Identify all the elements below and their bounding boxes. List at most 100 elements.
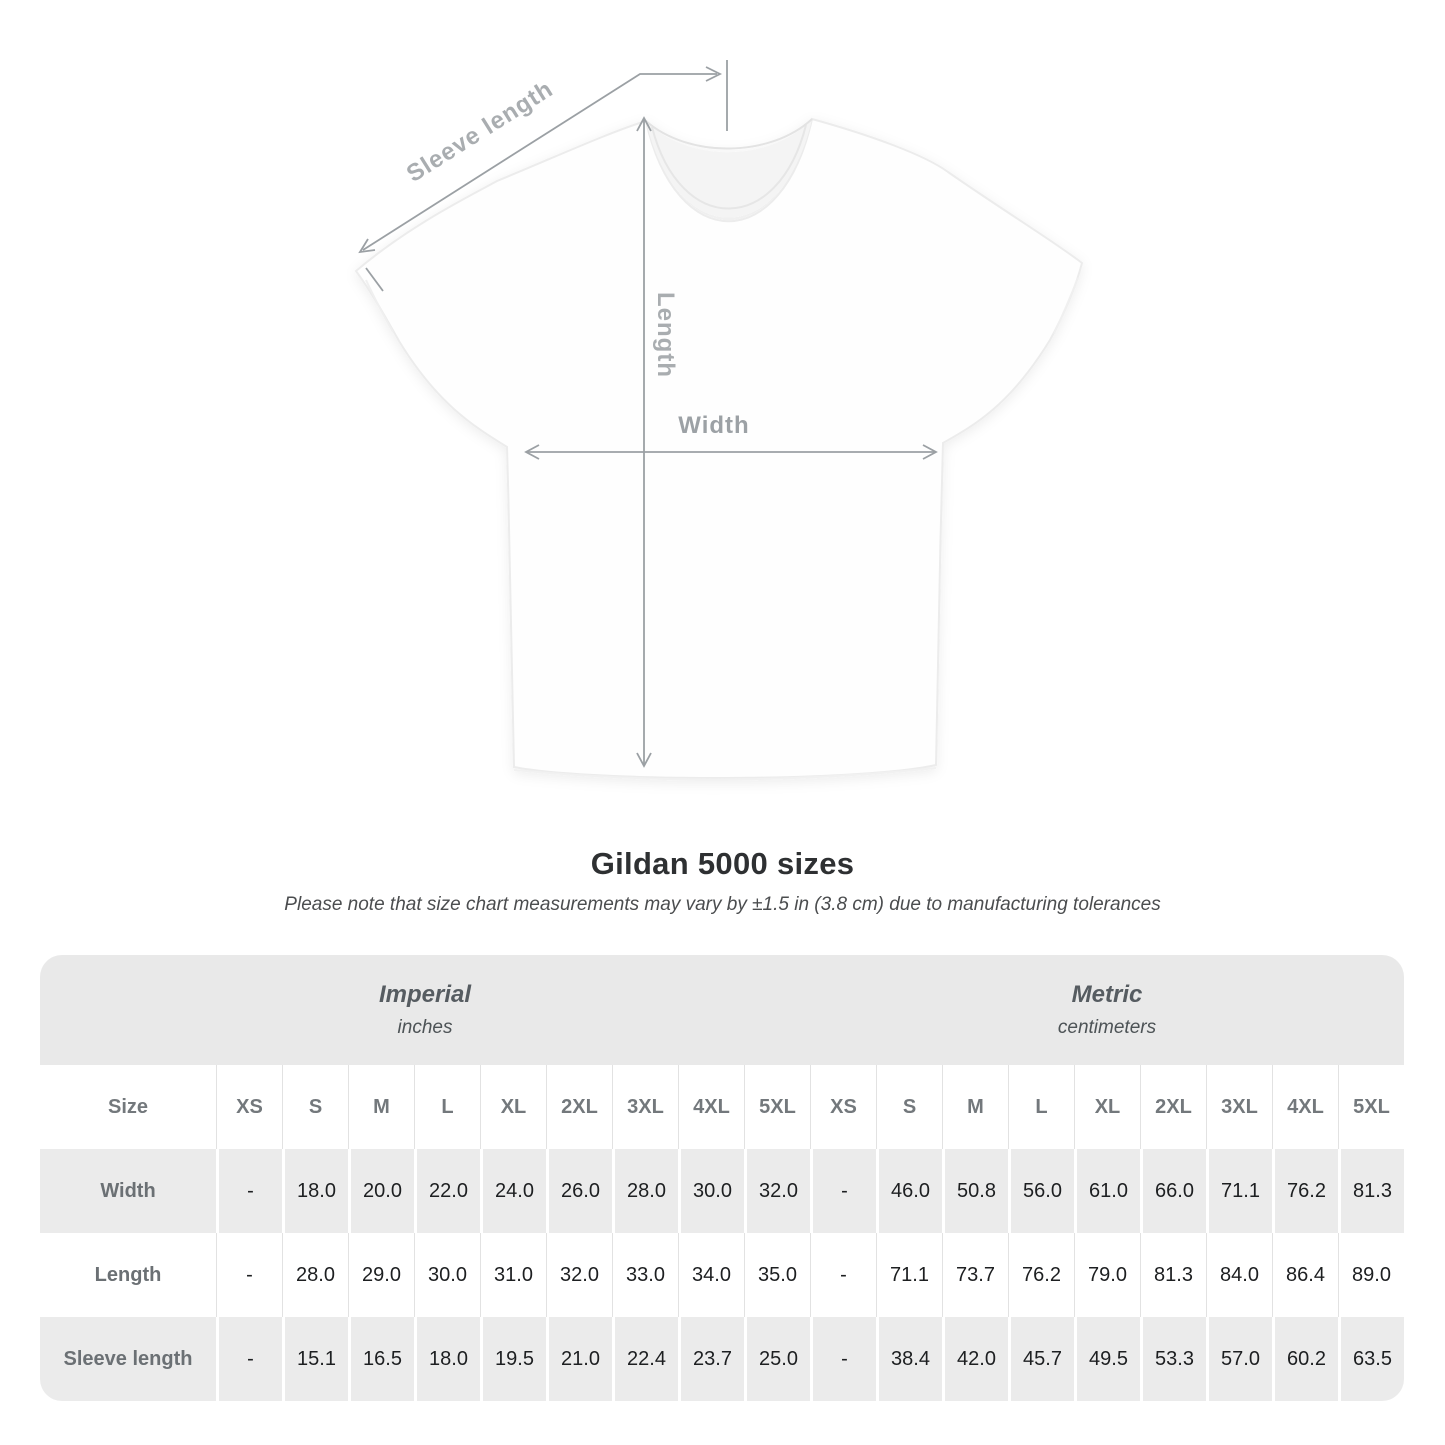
value-cell-metric: 76.2 — [1008, 1233, 1074, 1317]
size-col-header-metric: 3XL — [1206, 1065, 1272, 1149]
size-col-header-metric: 2XL — [1140, 1065, 1206, 1149]
value-cell-imperial: 18.0 — [282, 1149, 348, 1233]
value-cell-imperial: 33.0 — [612, 1233, 678, 1317]
value-cell-metric: 63.5 — [1338, 1317, 1404, 1401]
value-cell-metric: 71.1 — [1206, 1149, 1272, 1233]
size-col-header-imperial: 5XL — [744, 1065, 810, 1149]
imperial-title: Imperial — [378, 981, 472, 1008]
size-col-header-imperial: XS — [216, 1065, 282, 1149]
size-col-header-imperial: 2XL — [546, 1065, 612, 1149]
value-cell-imperial: 20.0 — [348, 1149, 414, 1233]
value-cell-metric: 76.2 — [1272, 1149, 1338, 1233]
metric-title: Metric — [1071, 981, 1143, 1008]
value-cell-metric: 38.4 — [876, 1317, 942, 1401]
value-cell-metric: - — [810, 1149, 876, 1233]
size-col-header-metric: L — [1008, 1065, 1074, 1149]
size-table-grid: Size XS S M L XL 2XL 3XL 4XL 5XL XS S M L XL 2XL 3XL 4XL 5… — [40, 1065, 1404, 1401]
width-label: Width — [678, 412, 749, 439]
value-cell-metric: 84.0 — [1206, 1233, 1272, 1317]
value-cell-imperial: 26.0 — [546, 1149, 612, 1233]
width-dimension-line — [524, 444, 938, 460]
tshirt-graphic — [354, 117, 1084, 781]
value-cell-metric: 50.8 — [942, 1149, 1008, 1233]
size-col-header-metric: XS — [810, 1065, 876, 1149]
size-col-header-imperial: S — [282, 1065, 348, 1149]
size-col-header-imperial: M — [348, 1065, 414, 1149]
value-cell-metric: 71.1 — [876, 1233, 942, 1317]
row-label: Sleeve length — [63, 1347, 193, 1370]
table-row-width: Width -18.0 20.0 22.0 24.0 26.0 28.0 30.0 32.0-4… — [40, 1149, 1404, 1233]
value-cell-imperial: 34.0 — [678, 1233, 744, 1317]
page-title: Gildan 5000 sizes — [590, 846, 855, 881]
value-cell-imperial: 30.0 — [414, 1233, 480, 1317]
size-col-header-metric: S — [876, 1065, 942, 1149]
value-cell-imperial: 18.0 — [414, 1317, 480, 1401]
size-col-header-metric: M — [942, 1065, 1008, 1149]
imperial-unit: inches — [397, 1017, 453, 1038]
value-cell-metric: 46.0 — [876, 1149, 942, 1233]
value-cell-metric: 60.2 — [1272, 1317, 1338, 1401]
value-cell-metric: 89.0 — [1338, 1233, 1404, 1317]
value-cell-imperial: 16.5 — [348, 1317, 414, 1401]
value-cell-metric: 79.0 — [1074, 1233, 1140, 1317]
value-cell-metric: 66.0 — [1140, 1149, 1206, 1233]
value-cell-imperial: 28.0 — [612, 1149, 678, 1233]
value-cell-imperial: 15.1 — [282, 1317, 348, 1401]
table-row-length: Length -28.0 29.0 30.0 31.0 32.0 33.0 34.0 35.0-… — [40, 1233, 1404, 1317]
value-cell-imperial: 22.0 — [414, 1149, 480, 1233]
value-cell-metric: 53.3 — [1140, 1317, 1206, 1401]
size-col-header-metric: 5XL — [1338, 1065, 1404, 1149]
value-cell-imperial: 22.4 — [612, 1317, 678, 1401]
value-cell-metric: 86.4 — [1272, 1233, 1338, 1317]
size-col-header-metric: 4XL — [1272, 1065, 1338, 1149]
value-cell-imperial: 23.7 — [678, 1317, 744, 1401]
size-col-header-imperial: L — [414, 1065, 480, 1149]
size-col-header-metric: XL — [1074, 1065, 1140, 1149]
value-cell-metric: 42.0 — [942, 1317, 1008, 1401]
unit-band: Imperial inches Metric centimeters — [40, 955, 1404, 1065]
collar-band-seam — [651, 124, 807, 210]
size-corner-label: Size — [107, 1095, 149, 1118]
value-cell-metric: 81.3 — [1140, 1233, 1206, 1317]
table-row-sleeve-length: Sleeve length -15.1 16.5 18.0 19.5 21.0 22.4 23… — [40, 1317, 1404, 1401]
value-cell-imperial: 29.0 — [348, 1233, 414, 1317]
tolerance-note: Please note that size chart measurements… — [284, 894, 1161, 915]
value-cell-imperial: - — [216, 1317, 282, 1401]
size-header-row: Size XS S M L XL 2XL 3XL 4XL 5XL XS S M L XL 2XL 3XL 4XL 5… — [40, 1065, 1404, 1149]
value-cell-metric: - — [810, 1317, 876, 1401]
size-col-header-imperial: XL — [480, 1065, 546, 1149]
length-dimension-line — [636, 116, 652, 768]
row-label: Length — [94, 1263, 162, 1286]
metric-header: Metric centimeters — [810, 955, 1404, 1065]
size-table: Imperial inches Metric centimeters Size X… — [40, 955, 1404, 1401]
back-collar-seam — [645, 118, 813, 150]
value-cell-imperial: 21.0 — [546, 1317, 612, 1401]
value-cell-imperial: 24.0 — [480, 1149, 546, 1233]
size-col-header-imperial: 3XL — [612, 1065, 678, 1149]
value-cell-metric: 49.5 — [1074, 1317, 1140, 1401]
sleeve-length-dimension-line — [358, 60, 728, 292]
value-cell-imperial: 19.5 — [480, 1317, 546, 1401]
row-label: Width — [100, 1179, 156, 1202]
imperial-header: Imperial inches — [40, 955, 810, 1065]
value-cell-metric: 45.7 — [1008, 1317, 1074, 1401]
value-cell-imperial: 31.0 — [480, 1233, 546, 1317]
size-col-header-imperial: 4XL — [678, 1065, 744, 1149]
length-label: Length — [652, 292, 679, 378]
value-cell-metric: - — [810, 1233, 876, 1317]
value-cell-imperial: 32.0 — [546, 1233, 612, 1317]
value-cell-imperial: 35.0 — [744, 1233, 810, 1317]
value-cell-metric: 73.7 — [942, 1233, 1008, 1317]
value-cell-imperial: 30.0 — [678, 1149, 744, 1233]
value-cell-metric: 57.0 — [1206, 1317, 1272, 1401]
metric-unit: centimeters — [1057, 1017, 1157, 1038]
value-cell-metric: 61.0 — [1074, 1149, 1140, 1233]
value-cell-imperial: 25.0 — [744, 1317, 810, 1401]
value-cell-metric: 81.3 — [1338, 1149, 1404, 1233]
value-cell-imperial: - — [216, 1149, 282, 1233]
value-cell-imperial: - — [216, 1233, 282, 1317]
value-cell-metric: 56.0 — [1008, 1149, 1074, 1233]
value-cell-imperial: 28.0 — [282, 1233, 348, 1317]
value-cell-imperial: 32.0 — [744, 1149, 810, 1233]
